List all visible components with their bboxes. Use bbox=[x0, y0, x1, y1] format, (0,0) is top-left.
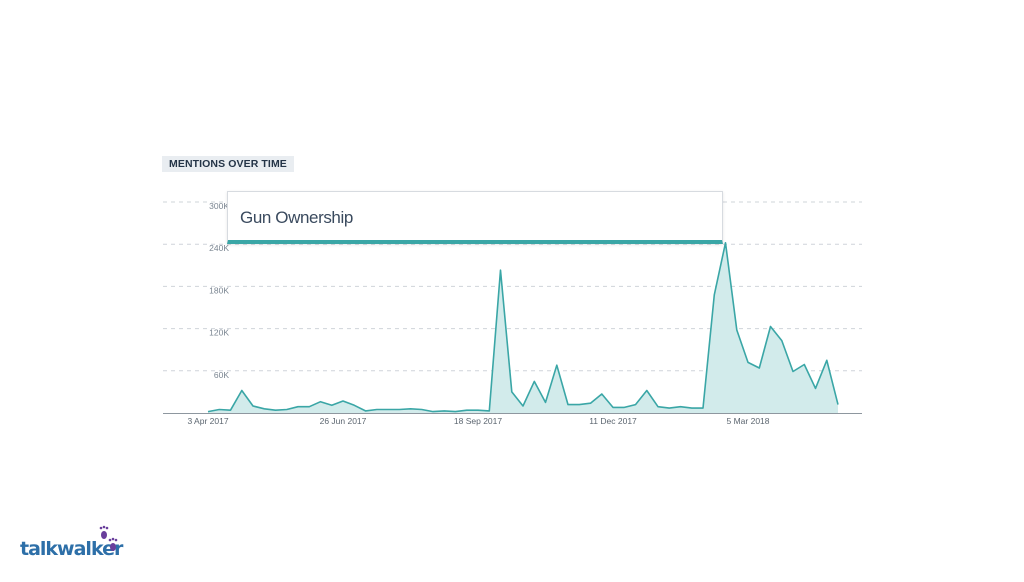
y-tick-label: 240K bbox=[209, 243, 229, 253]
y-tick-label: 180K bbox=[209, 285, 229, 295]
legend-series-name: Gun Ownership bbox=[240, 208, 353, 227]
y-axis: 60K 120K 180K 240K 300K bbox=[209, 201, 229, 380]
x-tick-label: 5 Mar 2018 bbox=[727, 416, 770, 426]
legend[interactable]: Gun Ownership bbox=[227, 191, 723, 244]
x-tick-label: 3 Apr 2017 bbox=[187, 416, 228, 426]
x-tick-label: 26 Jun 2017 bbox=[320, 416, 367, 426]
footprints-icon bbox=[99, 525, 118, 551]
y-tick-label: 60K bbox=[214, 370, 229, 380]
series-line bbox=[207, 242, 839, 413]
series-area bbox=[208, 242, 838, 413]
brand-name: talkwalker bbox=[20, 538, 123, 560]
brand-logo: talkwalker bbox=[20, 524, 130, 568]
x-axis: 3 Apr 2017 26 Jun 2017 18 Sep 2017 11 Dec 2… bbox=[187, 416, 769, 426]
x-tick-label: 11 Dec 2017 bbox=[589, 416, 637, 426]
y-tick-label: 300K bbox=[209, 201, 229, 211]
x-tick-label: 18 Sep 2017 bbox=[454, 416, 502, 426]
section-title: MENTIONS OVER TIME bbox=[162, 156, 294, 172]
y-tick-label: 120K bbox=[209, 328, 229, 338]
